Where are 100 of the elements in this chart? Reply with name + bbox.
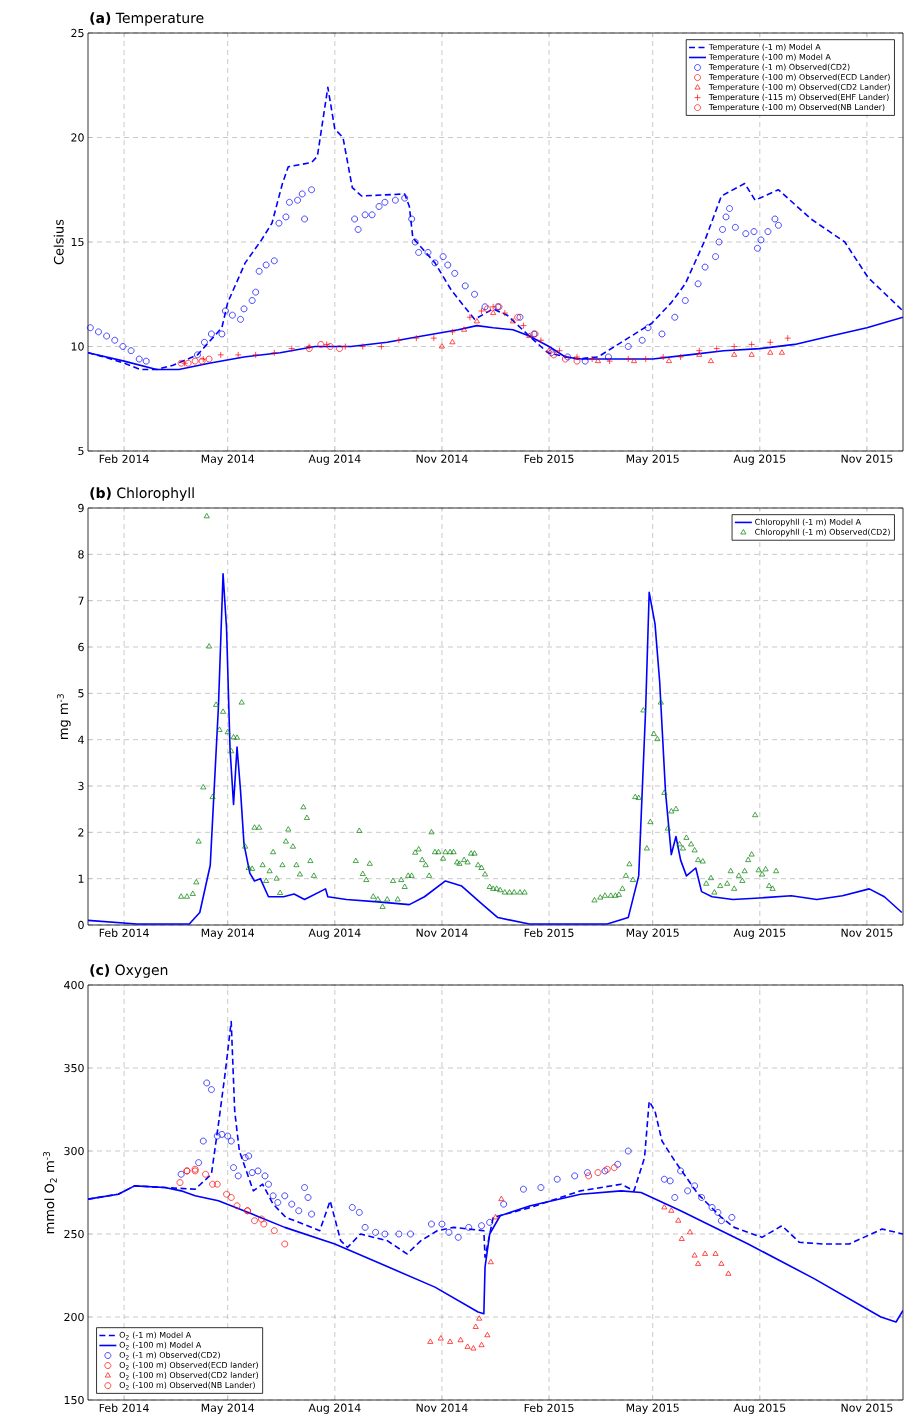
point [213, 1132, 221, 1140]
point [234, 351, 242, 359]
chart-title: (a) Temperature [90, 12, 204, 26]
point [766, 338, 774, 346]
x-tick-label: Feb 2015 [524, 1403, 574, 1413]
point [224, 1132, 232, 1140]
point [718, 1260, 725, 1266]
point [407, 1230, 414, 1238]
point [677, 353, 684, 361]
y-tick-label: 7 [78, 596, 84, 605]
point [348, 1204, 356, 1211]
point [427, 1338, 434, 1344]
y-tick-label: 350 [64, 1063, 84, 1073]
point [218, 1131, 226, 1138]
point [520, 1185, 527, 1193]
point [718, 1217, 725, 1225]
y-tick-label: 300 [64, 1146, 84, 1156]
point [573, 353, 581, 361]
point [510, 318, 516, 324]
point [556, 347, 563, 355]
y-tick-label: 200 [64, 1312, 84, 1322]
point [666, 1177, 674, 1185]
point [778, 349, 785, 355]
point [288, 1200, 296, 1208]
point [691, 1182, 698, 1190]
point [281, 1240, 289, 1248]
y-tick-label: 25 [71, 28, 84, 38]
x-tick-label: Feb 2014 [99, 928, 149, 937]
point [520, 322, 527, 329]
point [487, 1258, 494, 1265]
point [686, 1229, 693, 1235]
point [595, 357, 601, 363]
point [500, 1200, 507, 1208]
chart-title: (c) Oxygen [90, 964, 168, 978]
point [227, 1137, 235, 1145]
point [461, 326, 468, 332]
point [472, 1323, 479, 1329]
point [199, 1137, 207, 1145]
x-tick-label: Nov 2014 [416, 1403, 468, 1412]
point [537, 336, 545, 344]
point [457, 1336, 464, 1343]
y-tick-label: 6 [78, 642, 84, 652]
point [470, 1345, 477, 1351]
point [484, 1331, 491, 1338]
point [498, 1195, 505, 1202]
y-tick-label: 2 [78, 828, 84, 837]
point [177, 359, 185, 367]
x-tick-label: Nov 2015 [841, 454, 893, 463]
point [668, 1207, 675, 1213]
point [571, 1172, 579, 1180]
point [381, 1230, 389, 1238]
point [661, 1204, 668, 1210]
point [195, 1159, 202, 1166]
point [270, 1227, 278, 1235]
x-tick-label: May 2014 [201, 1403, 255, 1414]
x-tick-label: Feb 2014 [99, 454, 149, 464]
point [476, 1315, 483, 1321]
point [227, 1194, 235, 1201]
point [430, 334, 438, 342]
y-tick-label: 9 [78, 503, 84, 513]
point [473, 318, 480, 324]
point [708, 1204, 716, 1211]
point [748, 341, 755, 348]
y-tick-label: 0 [78, 920, 84, 930]
point [677, 1167, 684, 1175]
y-tick-label: 5 [78, 446, 84, 456]
point [671, 1194, 679, 1201]
point [553, 1175, 561, 1183]
point [213, 1180, 221, 1188]
point [437, 1335, 444, 1341]
point [478, 1341, 485, 1348]
y-tick-label: 250 [64, 1229, 84, 1239]
point [288, 345, 296, 352]
x-tick-label: May 2015 [626, 1403, 679, 1414]
y-tick-label: 1 [78, 874, 84, 883]
point [454, 1233, 462, 1241]
x-tick-label: May 2015 [626, 928, 679, 939]
x-tick-label: Feb 2015 [524, 454, 574, 464]
point [748, 351, 755, 357]
point [254, 1167, 262, 1175]
point [537, 1184, 545, 1191]
point [265, 1180, 272, 1188]
y-tick-label: 400 [64, 980, 84, 990]
point [478, 307, 485, 315]
x-tick-label: Aug 2015 [733, 928, 786, 939]
point [308, 1210, 315, 1218]
point [588, 355, 596, 363]
point [573, 357, 581, 365]
x-tick-label: Aug 2014 [308, 454, 361, 465]
point [258, 1215, 265, 1223]
point [208, 1086, 215, 1093]
point [301, 1184, 308, 1191]
point [631, 357, 637, 363]
point [372, 1229, 379, 1236]
point [445, 1229, 453, 1236]
point [526, 332, 533, 338]
point [439, 343, 445, 349]
point [205, 355, 213, 363]
point [678, 1235, 685, 1241]
point [203, 1079, 211, 1087]
